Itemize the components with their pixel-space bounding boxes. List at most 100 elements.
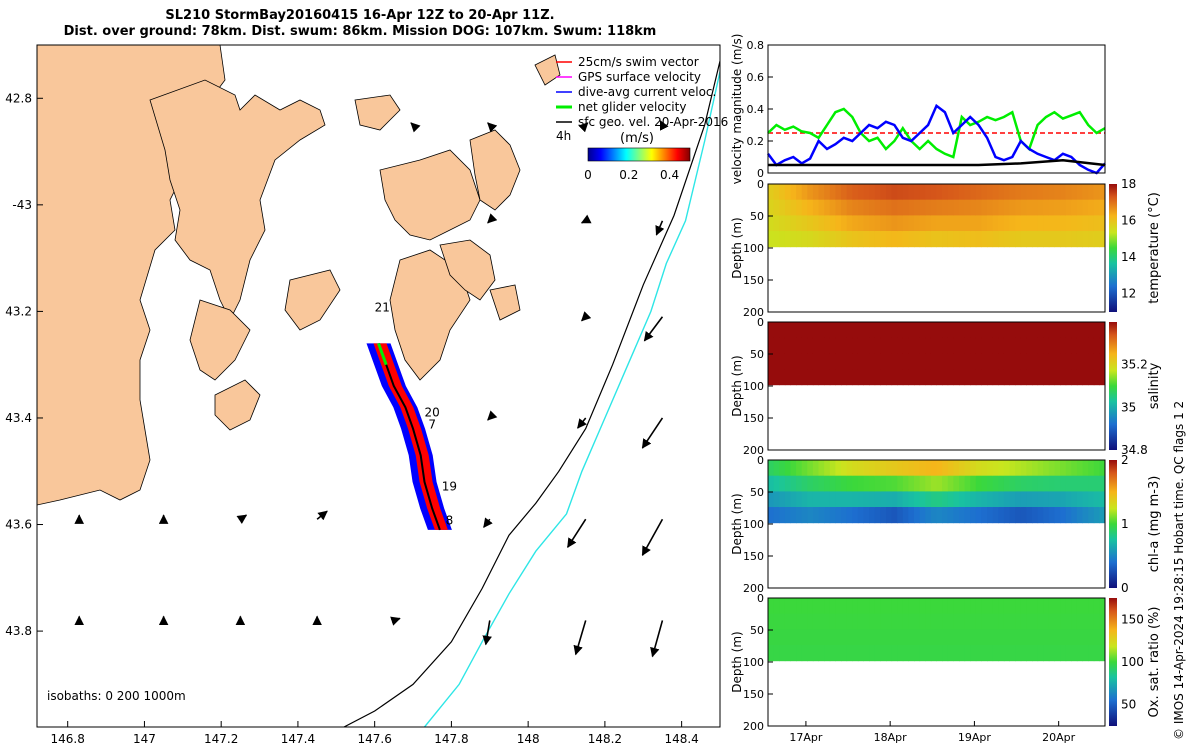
salinity-section-cell	[992, 322, 999, 339]
chla-section-cell	[790, 475, 797, 492]
temperature-section-cell	[1003, 231, 1010, 248]
salinity-section-cell	[1088, 322, 1095, 339]
chla-section-cell	[1048, 475, 1055, 492]
isobath-label: isobaths: 0 200 1000m	[47, 689, 186, 703]
temperature-section-cell	[790, 215, 797, 232]
chla-section-cell	[1088, 507, 1095, 524]
salinity-section-cell	[812, 337, 819, 354]
colorbar-tick-label: 1	[1121, 517, 1129, 531]
oxygen-section-cell	[947, 613, 954, 630]
oxygen-section-cell	[863, 629, 870, 646]
temperature-section-cell	[1032, 231, 1039, 248]
temperature-section-cell	[936, 231, 943, 248]
temperature-section-cell	[891, 215, 898, 232]
temperature-section-cell	[835, 231, 842, 248]
oxygen-section-cell	[824, 613, 831, 630]
salinity-section-cell	[768, 353, 775, 370]
oxygen-section-cell	[953, 613, 960, 630]
chla-section-cell	[1099, 475, 1106, 492]
oxygen-section-cell	[863, 645, 870, 662]
salinity-section-cell	[975, 369, 982, 386]
colorbar-tick-label: 0	[1121, 581, 1129, 595]
chla-section-cell	[773, 475, 780, 492]
salinity-section-cell	[812, 369, 819, 386]
oxygen-section-cell	[1037, 645, 1044, 662]
oxygen-section-cell	[964, 629, 971, 646]
oxygen-section-cell	[1054, 629, 1061, 646]
chla-section-cell	[874, 475, 881, 492]
oxygen-section-cell	[784, 629, 791, 646]
temperature-section-cell	[975, 199, 982, 216]
oxygen-section-cell	[874, 613, 881, 630]
salinity-section-cell	[1048, 337, 1055, 354]
salinity-section-cell	[998, 322, 1005, 339]
oxygen-section-cell	[796, 598, 803, 615]
colorbar-tick-label: 150	[1121, 612, 1144, 626]
oxygen-section-cell	[874, 645, 881, 662]
oxygen-section-cell	[874, 598, 881, 615]
temperature-section-cell	[897, 215, 904, 232]
day-label: 7	[428, 418, 436, 432]
temperature-section-cell	[886, 199, 893, 216]
geo-velocity-vector	[641, 417, 664, 449]
salinity-section-cell	[835, 369, 842, 386]
salinity-section-cell	[880, 353, 887, 370]
geo-velocity-vector	[580, 214, 592, 224]
oxygen-section-cell	[1032, 629, 1039, 646]
salinity-section-cell	[1020, 353, 1027, 370]
chla-section-cell	[1065, 507, 1072, 524]
x-tick-label: 20Apr	[1042, 731, 1076, 744]
oxygen-section-cell	[987, 613, 994, 630]
oxygen-section-cell	[768, 629, 775, 646]
temperature-section-cell	[824, 184, 831, 201]
temperature-section-cell	[942, 215, 949, 232]
oxygen-section-cell	[801, 645, 808, 662]
chla-section-cell	[1015, 507, 1022, 524]
geo-velocity-vector	[577, 417, 587, 429]
oxygen-section-cell	[846, 629, 853, 646]
chla-section-cell	[998, 491, 1005, 508]
salinity-section-cell	[987, 322, 994, 339]
chla-section-cell	[807, 507, 814, 524]
chla-section-cell	[807, 460, 814, 477]
temperature-section-cell	[886, 215, 893, 232]
chla-section-cell	[841, 475, 848, 492]
oxygen-section-cell	[964, 645, 971, 662]
chla-section-cell	[852, 475, 859, 492]
temperature-section-cell	[1032, 215, 1039, 232]
temperature-section-cell	[975, 231, 982, 248]
chla-section-cell	[818, 491, 825, 508]
temperature-section-cell	[1026, 199, 1033, 216]
colorbar-tick-label: 18	[1121, 177, 1136, 191]
salinity-section-cell	[919, 322, 926, 339]
chla-section-cell	[908, 475, 915, 492]
oxygen-section-cell	[773, 645, 780, 662]
colorbar-tick-label: 2	[1121, 453, 1129, 467]
oxygen-section-cell	[897, 598, 904, 615]
salinity-section-cell	[779, 353, 786, 370]
salinity-section-cell	[1037, 337, 1044, 354]
temperature-colorbar	[1109, 184, 1117, 312]
y-tick-label: 100	[743, 656, 764, 669]
oxygen-section-cell	[812, 645, 819, 662]
temperature-section-cell	[914, 215, 921, 232]
temperature-section-cell	[768, 215, 775, 232]
chla-section-cell	[987, 491, 994, 508]
chla-section-cell	[801, 507, 808, 524]
temperature-section-cell	[1048, 184, 1055, 201]
chla-section-cell	[964, 491, 971, 508]
chla-section-cell	[835, 507, 842, 524]
salinity-section-cell	[1065, 322, 1072, 339]
oxygen-section-cell	[1060, 598, 1067, 615]
salinity-section-cell	[807, 353, 814, 370]
oxygen-section-cell	[835, 613, 842, 630]
temperature-section-cell	[1076, 184, 1083, 201]
colorbar-label: Ox. sat. ratio (%)	[1147, 607, 1162, 718]
oxygen-section-cell	[919, 645, 926, 662]
chla-section-cell	[869, 475, 876, 492]
salinity-section-cell	[981, 337, 988, 354]
salinity-section-cell	[914, 353, 921, 370]
chla-section-cell	[1093, 460, 1100, 477]
chla-section-cell	[1037, 491, 1044, 508]
